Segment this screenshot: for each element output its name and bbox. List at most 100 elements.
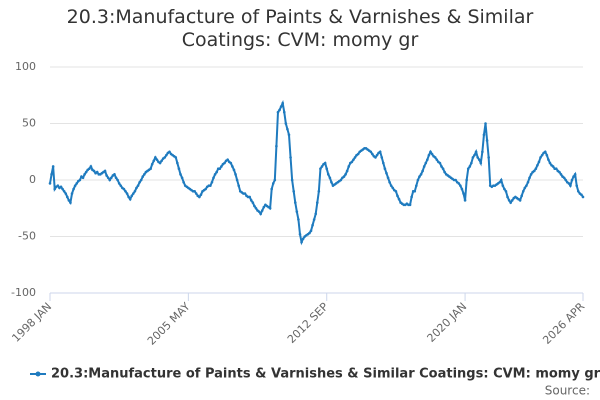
point [67, 199, 71, 202]
point [298, 232, 302, 236]
point [572, 175, 575, 178]
point [284, 122, 288, 125]
point [226, 158, 229, 161]
point [374, 156, 377, 159]
point [194, 192, 198, 195]
point [259, 212, 262, 216]
point [163, 156, 167, 159]
point [262, 205, 266, 209]
point [510, 199, 514, 202]
point [397, 197, 401, 201]
point [532, 169, 536, 173]
point [215, 170, 218, 174]
point [345, 169, 349, 173]
point [260, 209, 264, 212]
point [229, 161, 233, 165]
point [213, 173, 217, 176]
point [210, 180, 214, 184]
y-tick-label: 100 [15, 60, 36, 73]
point [180, 176, 184, 180]
point [155, 158, 159, 161]
point [547, 158, 550, 161]
point [424, 161, 428, 165]
point [391, 186, 395, 190]
point [476, 156, 479, 159]
x-tick-label: 2020 JAN [425, 300, 470, 345]
point [125, 192, 129, 195]
point [540, 153, 544, 157]
point [482, 133, 486, 137]
point [564, 178, 568, 182]
point [326, 173, 330, 176]
point [525, 184, 528, 187]
point [248, 195, 251, 199]
point [133, 190, 137, 193]
point [51, 165, 55, 168]
point [408, 203, 412, 207]
point [297, 218, 300, 221]
point [526, 180, 530, 184]
point [117, 182, 121, 185]
point [380, 156, 384, 159]
chart-title: 20.3:Manufacture of Paints & Varnishes &… [66, 6, 534, 51]
point [92, 169, 96, 173]
point [543, 150, 547, 154]
point [84, 170, 88, 174]
point [220, 165, 223, 168]
point [311, 223, 314, 227]
point [352, 158, 355, 161]
point [323, 161, 327, 165]
point [388, 180, 391, 184]
point [257, 210, 261, 213]
point [231, 165, 234, 168]
point [382, 161, 385, 165]
point [570, 178, 574, 182]
point [528, 176, 531, 180]
point [105, 174, 108, 177]
point [443, 170, 446, 174]
legend-label: 20.3:Manufacture of Paints & Varnishes &… [51, 367, 600, 382]
point [193, 190, 196, 193]
point [292, 190, 296, 193]
point [116, 178, 119, 182]
point [342, 175, 346, 178]
point [457, 182, 461, 185]
point [454, 178, 457, 182]
point [419, 173, 423, 176]
point [567, 182, 571, 185]
point [179, 173, 182, 176]
source: Source: [545, 384, 590, 398]
point [481, 150, 484, 154]
point [75, 182, 79, 185]
point [154, 156, 157, 159]
point [441, 167, 445, 170]
point [320, 165, 324, 168]
point [507, 199, 511, 202]
point [271, 182, 275, 185]
point [573, 173, 577, 176]
point [293, 201, 297, 204]
point [369, 150, 373, 154]
point [484, 122, 487, 125]
point [135, 186, 138, 190]
point [562, 176, 566, 180]
point [523, 186, 527, 190]
point [421, 169, 424, 173]
point [110, 176, 113, 180]
point [149, 167, 152, 170]
point [251, 201, 255, 204]
point [48, 182, 52, 185]
point [119, 184, 123, 187]
point [548, 161, 552, 165]
point [270, 187, 273, 191]
point [485, 139, 489, 142]
x-tick-label: 2005 MAY [145, 300, 193, 348]
point [65, 195, 69, 199]
point [575, 184, 579, 187]
point [232, 168, 236, 172]
x-tick-label: 1998 JAN [9, 300, 54, 345]
point [429, 150, 432, 154]
point [459, 184, 462, 187]
point [465, 178, 468, 182]
